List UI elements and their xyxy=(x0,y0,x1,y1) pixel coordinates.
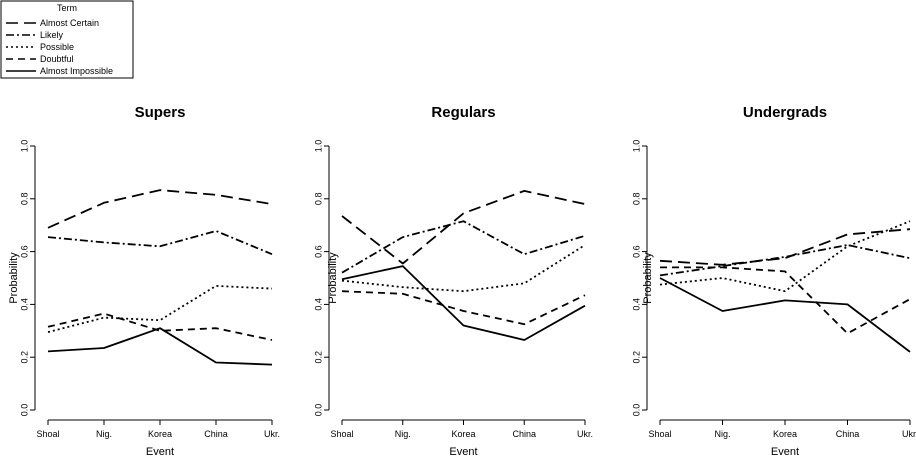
x-tick-label: Shoal xyxy=(648,429,671,439)
x-tick-label: Nig. xyxy=(96,429,112,439)
y-tick-label: 0.8 xyxy=(19,193,29,206)
legend-box xyxy=(0,0,134,79)
series-line-doubtful xyxy=(47,312,273,341)
panel-regulars: Regulars 0.0 0.2 0.4 0.6 0.8 1.0 Probability Sho… xyxy=(313,104,593,456)
x-axis-label: Event xyxy=(146,446,174,456)
y-tick-label: 0.2 xyxy=(19,351,29,364)
x-tick-label: Korea xyxy=(451,429,475,439)
series-line-doubtful xyxy=(660,266,911,335)
x-tick-label: Nig. xyxy=(395,429,411,439)
series-line-doubtful xyxy=(341,290,586,326)
x-axis-label: Event xyxy=(449,446,477,456)
y-tick-label: 0.6 xyxy=(313,245,323,258)
x-tick-label: Shoal xyxy=(330,429,353,439)
y-tick-label: 1.0 xyxy=(631,140,641,153)
y-tick-label: 0.4 xyxy=(19,298,29,311)
x-tick-label: Nig. xyxy=(714,429,730,439)
y-tick-label: 0.0 xyxy=(19,404,29,417)
x-tick-label: Ukr. xyxy=(577,429,593,439)
panel-supers: Supers 0.0 0.2 0.4 0.6 0.8 1.0 Probability Shoal… xyxy=(8,104,280,456)
series-line-likely xyxy=(47,230,273,256)
series-line-almost-certain xyxy=(341,189,586,265)
legend-label-almost-certain: Almost Certain xyxy=(40,18,99,28)
legend-label-doubtful: Doubtful xyxy=(40,54,74,64)
panel-title: Supers xyxy=(135,104,186,121)
y-tick-label: 0.6 xyxy=(631,245,641,258)
panel-undergrads: Undergrads 0.0 0.2 0.4 0.6 0.8 1.0 Probability S… xyxy=(631,104,916,456)
y-tick-label: 0.4 xyxy=(313,298,323,311)
x-axis-label: Event xyxy=(771,446,799,456)
chart-panels: Supers 0.0 0.2 0.4 0.6 0.8 1.0 Probability Shoal… xyxy=(8,104,916,456)
x-tick-label: Ukr. xyxy=(264,429,280,439)
legend-label-possible: Possible xyxy=(40,42,74,52)
series-line-possible xyxy=(341,244,586,293)
x-tick-label: Korea xyxy=(148,429,172,439)
x-tick-label: Ukr. xyxy=(902,429,916,439)
y-tick-label: 1.0 xyxy=(19,140,29,153)
series-line-likely xyxy=(341,220,586,274)
legend-label-almost-impossible: Almost Impossible xyxy=(40,66,113,76)
y-axis-label: Probability xyxy=(327,252,339,304)
series-line-almost-certain xyxy=(659,228,911,266)
y-axis-label: Probability xyxy=(642,252,654,304)
series-line-likely xyxy=(659,244,911,277)
series-line-possible xyxy=(47,284,273,333)
series-line-possible xyxy=(659,220,911,293)
legend-label-likely: Likely xyxy=(40,30,64,40)
y-tick-label: 0.4 xyxy=(631,298,641,311)
y-tick-label: 0.6 xyxy=(19,245,29,258)
x-tick-label: Shoal xyxy=(36,429,59,439)
y-tick-label: 0.0 xyxy=(631,404,641,417)
y-tick-label: 0.2 xyxy=(631,351,641,364)
y-tick-label: 0.2 xyxy=(313,351,323,364)
y-tick-label: 0.0 xyxy=(313,404,323,417)
legend-title: Term xyxy=(57,3,77,13)
y-tick-label: 0.8 xyxy=(631,193,641,206)
legend: Term Almost Certain Likely Possible Doubtful… xyxy=(0,0,134,79)
y-tick-label: 0.8 xyxy=(313,193,323,206)
panel-title: Regulars xyxy=(431,104,495,121)
series-line-almost-impossible xyxy=(341,265,586,341)
series-line-almost-certain xyxy=(47,189,273,229)
series-line-almost-impossible xyxy=(659,277,911,353)
x-tick-label: China xyxy=(836,429,860,439)
panel-title: Undergrads xyxy=(743,104,827,121)
y-tick-label: 1.0 xyxy=(313,140,323,153)
series-line-almost-impossible xyxy=(47,327,273,366)
x-tick-label: China xyxy=(204,429,228,439)
x-tick-label: China xyxy=(512,429,536,439)
y-axis-label: Probability xyxy=(8,252,20,304)
x-tick-label: Korea xyxy=(773,429,797,439)
